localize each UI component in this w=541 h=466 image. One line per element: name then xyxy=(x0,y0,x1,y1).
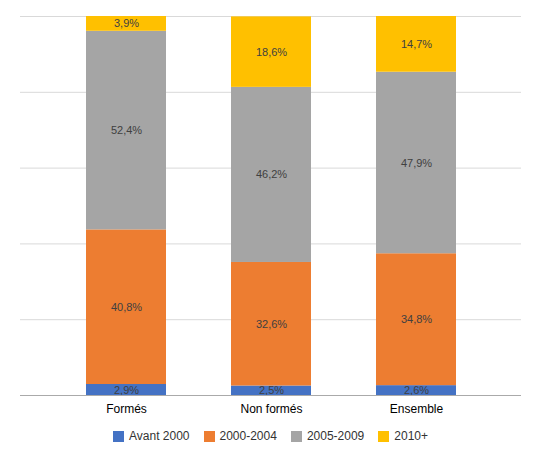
svg-text:Ensemble: Ensemble xyxy=(390,402,444,416)
svg-text:3,9%: 3,9% xyxy=(114,17,139,29)
html-text:Avant 2000: Avant 2000 xyxy=(129,429,190,443)
svg-text:32,6%: 32,6% xyxy=(256,318,287,330)
svg-text:2,6%: 2,6% xyxy=(404,384,429,396)
svg-text:2,5%: 2,5% xyxy=(259,384,284,396)
svg-text:18,6%: 18,6% xyxy=(256,46,287,58)
svg-text:34,8%: 34,8% xyxy=(401,313,432,325)
svg-text:47,9%: 47,9% xyxy=(401,157,432,169)
svg-text:Non formés: Non formés xyxy=(240,402,302,416)
svg-text:40,8%: 40,8% xyxy=(111,301,142,313)
html-text:2010+: 2010+ xyxy=(394,429,428,443)
html-text:2000-2004: 2000-2004 xyxy=(219,429,277,443)
svg-text:46,2%: 46,2% xyxy=(256,168,287,180)
svg-text:14,7%: 14,7% xyxy=(401,38,432,50)
svg-text:52,4%: 52,4% xyxy=(111,124,142,136)
svg-text:2,9%: 2,9% xyxy=(114,384,139,396)
html-text:2005-2009: 2005-2009 xyxy=(306,429,365,443)
svg-text:Formés: Formés xyxy=(106,402,147,416)
